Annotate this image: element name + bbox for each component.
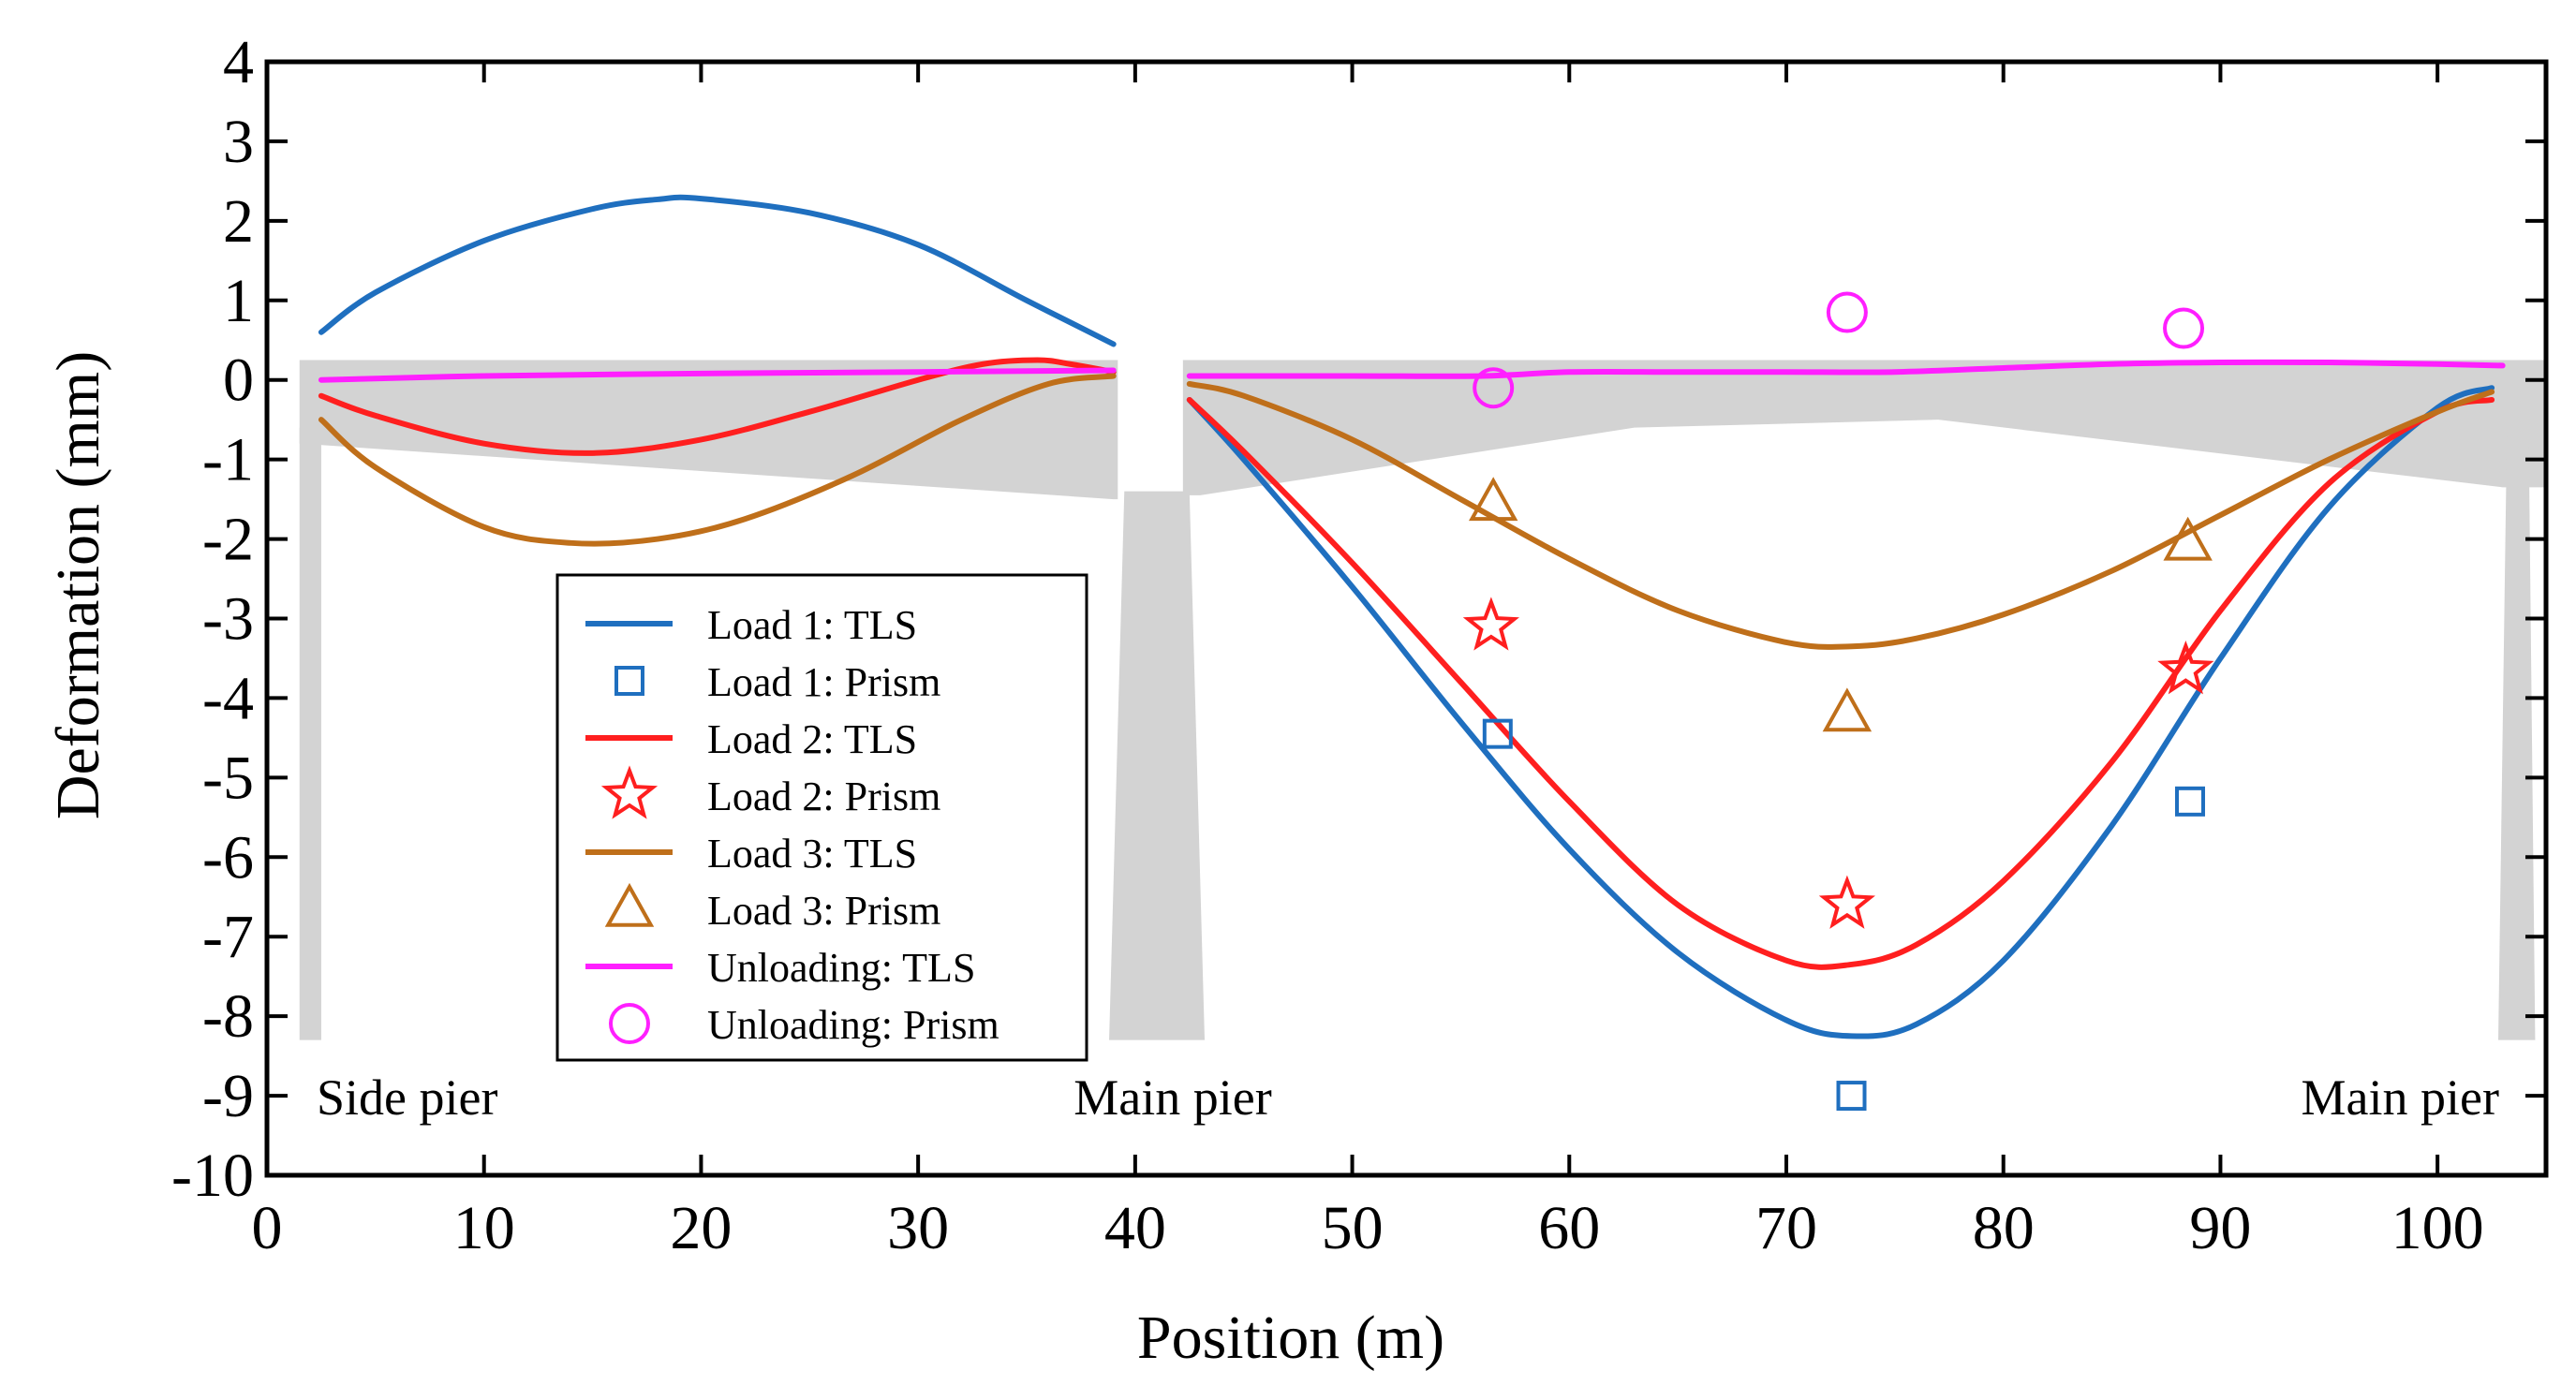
y-tick-label: 2 — [223, 187, 254, 256]
legend-label: Load 2: TLS — [707, 716, 917, 762]
x-tick-label: 30 — [887, 1194, 949, 1262]
annotation-main-pier-left: Main pier — [1073, 1069, 1271, 1126]
series-line-0 — [318, 194, 1117, 347]
data-point-star — [2157, 641, 2214, 695]
x-tick-label: 100 — [2391, 1194, 2484, 1262]
data-point-square — [1836, 1081, 1867, 1112]
series-line-6 — [318, 373, 1117, 547]
x-tick-label: 10 — [453, 1194, 515, 1262]
y-tick-label: -6 — [202, 823, 254, 892]
legend: Load 1: TLS Load 1: Prism Load 2: TLS Load … — [555, 573, 1088, 1062]
marker-layer — [1462, 291, 2214, 1112]
y-axis-title: Deformation (mm) — [44, 351, 112, 819]
series-line-3 — [318, 357, 1117, 456]
x-tick-label: 90 — [2189, 1194, 2251, 1262]
annotation-side-pier: Side pier — [317, 1069, 497, 1126]
y-tick-label: -4 — [202, 664, 254, 732]
legend-label: Load 2: Prism — [707, 774, 940, 819]
data-point-square — [2174, 786, 2205, 817]
pier-0 — [299, 427, 321, 1040]
legend-marker-swatch — [600, 765, 659, 819]
legend-items: Load 1: TLS Load 1: Prism Load 2: TLS Load … — [585, 602, 999, 1048]
y-tick-label: -2 — [202, 506, 254, 574]
x-axis-title: Position (m) — [1137, 1304, 1444, 1372]
y-tick-label: -8 — [202, 982, 254, 1051]
y-tick-label: -9 — [202, 1062, 254, 1130]
series-line-4 — [1186, 396, 2495, 970]
legend-marker-swatch — [604, 882, 655, 927]
annotation-main-pier-right: Main pier — [2302, 1069, 2499, 1126]
legend-marker-swatch — [614, 666, 644, 696]
data-point-circle — [1826, 291, 1868, 333]
legend-marker-swatch — [609, 1003, 650, 1044]
pier-1 — [1109, 491, 1206, 1040]
data-point-star — [1462, 597, 1519, 651]
series-line-10 — [1186, 359, 2506, 379]
y-tick-label: 0 — [223, 346, 254, 415]
x-tick-label: 40 — [1104, 1194, 1166, 1262]
deck-left-span — [299, 360, 1118, 500]
x-tick-label: 80 — [1973, 1194, 2035, 1262]
legend-label: Unloading: TLS — [707, 945, 975, 991]
data-point-square — [1482, 718, 1513, 749]
legend-label: Load 1: TLS — [707, 602, 917, 648]
series-line-9 — [318, 367, 1117, 383]
data-point-circle — [1473, 367, 1515, 409]
data-point-triangle — [1468, 477, 1518, 522]
y-tick-label: 4 — [223, 28, 254, 96]
y-tick-label: 3 — [223, 108, 254, 176]
x-tick-label: 50 — [1322, 1194, 1384, 1262]
tick-layer: 0 10 20 30 40 50 60 70 80 90 10043210-1-2-3-4-5-6-… — [171, 28, 2546, 1262]
data-point-triangle — [1822, 687, 1873, 732]
series-line-7 — [1186, 380, 2495, 650]
y-tick-label: -10 — [171, 1142, 254, 1210]
legend-label: Load 3: Prism — [707, 888, 940, 934]
y-tick-label: -5 — [202, 744, 254, 812]
series-layer — [318, 194, 2506, 1039]
pier-2 — [2498, 427, 2536, 1040]
y-tick-label: -3 — [202, 585, 254, 654]
x-tick-label: 60 — [1538, 1194, 1600, 1262]
deck-right-span — [1182, 360, 2546, 495]
x-tick-label: 70 — [1755, 1194, 1817, 1262]
data-point-circle — [2163, 307, 2205, 349]
y-tick-label: -7 — [202, 903, 254, 971]
x-tick-label: 20 — [670, 1194, 732, 1262]
legend-label: Load 3: TLS — [707, 831, 917, 877]
bridge-silhouette — [299, 360, 2546, 1040]
series-line-1 — [1186, 385, 2495, 1039]
data-point-triangle — [2163, 516, 2213, 561]
legend-label: Unloading: Prism — [707, 1002, 999, 1048]
data-point-star — [1818, 875, 1875, 929]
legend-label: Load 1: Prism — [707, 659, 940, 705]
y-tick-label: 1 — [223, 267, 254, 335]
x-tick-label: 0 — [252, 1194, 283, 1262]
y-tick-label: -1 — [202, 426, 254, 494]
